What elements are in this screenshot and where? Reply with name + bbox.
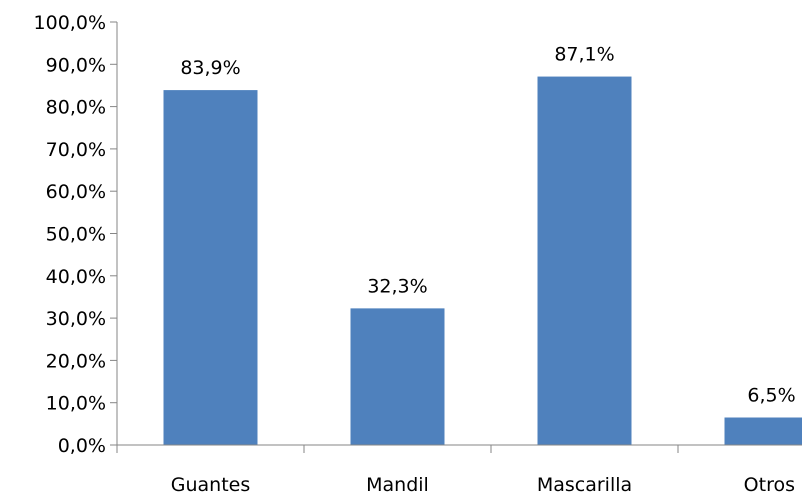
bar-data-label: 6,5% <box>747 385 795 407</box>
y-tick-label: 10,0% <box>46 393 106 415</box>
bar-data-label: 87,1% <box>554 44 614 66</box>
bar <box>724 417 802 445</box>
y-tick-label: 70,0% <box>46 139 106 161</box>
bar <box>163 90 258 445</box>
x-category-label: Mascarilla <box>537 474 632 496</box>
y-tick-label: 30,0% <box>46 308 106 330</box>
y-tick-label: 60,0% <box>46 181 106 203</box>
y-tick-label: 40,0% <box>46 266 106 288</box>
y-tick-label: 100,0% <box>34 12 106 34</box>
bar-series <box>163 76 802 445</box>
y-tick-label: 0,0% <box>58 435 106 457</box>
y-tick-label: 80,0% <box>46 97 106 119</box>
y-tick-label: 50,0% <box>46 224 106 246</box>
y-axis-tick-labels: 0,0% 10,0% 20,0% 30,0% 40,0% 50,0% 60,0% 70,0% 8… <box>34 12 106 457</box>
y-axis-ticks <box>110 21 117 446</box>
bar-data-labels: 83,9% 32,3% 87,1% 6,5% <box>180 44 795 407</box>
x-axis-category-labels: Guantes Mandil Mascarilla Otros <box>171 474 795 496</box>
x-category-label: Mandil <box>366 474 429 496</box>
y-tick-label: 20,0% <box>46 350 106 372</box>
bar-data-label: 83,9% <box>180 57 240 79</box>
x-category-label: Otros <box>744 474 795 496</box>
bar <box>350 308 445 445</box>
bar <box>537 76 632 445</box>
x-axis <box>116 444 802 453</box>
y-tick-label: 90,0% <box>46 54 106 76</box>
bar-data-label: 32,3% <box>367 275 427 297</box>
x-category-label: Guantes <box>171 474 251 496</box>
